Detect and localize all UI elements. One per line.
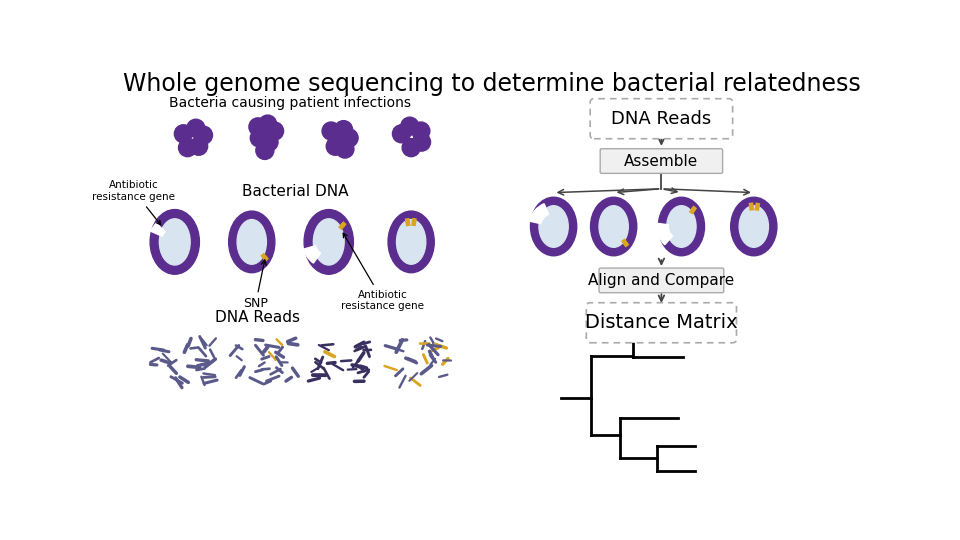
Ellipse shape — [531, 197, 577, 256]
Ellipse shape — [396, 220, 426, 264]
Text: Assemble: Assemble — [624, 153, 699, 168]
Ellipse shape — [235, 218, 268, 266]
Text: DNA Reads: DNA Reads — [215, 309, 300, 325]
FancyBboxPatch shape — [599, 268, 724, 293]
Circle shape — [400, 117, 419, 135]
Ellipse shape — [590, 197, 636, 256]
FancyBboxPatch shape — [590, 99, 732, 139]
Ellipse shape — [157, 217, 192, 267]
Circle shape — [175, 125, 192, 143]
Ellipse shape — [731, 197, 777, 256]
Text: Whole genome sequencing to determine bacterial relatedness: Whole genome sequencing to determine bac… — [123, 72, 861, 97]
Circle shape — [412, 122, 430, 140]
FancyBboxPatch shape — [587, 303, 736, 343]
Ellipse shape — [395, 218, 427, 266]
Wedge shape — [530, 204, 548, 224]
Ellipse shape — [237, 220, 266, 264]
Ellipse shape — [312, 217, 346, 267]
Text: Distance Matrix: Distance Matrix — [585, 313, 737, 332]
Circle shape — [179, 139, 197, 157]
Text: Antibiotic
resistance gene: Antibiotic resistance gene — [341, 233, 424, 311]
Ellipse shape — [228, 211, 275, 273]
Text: SNP: SNP — [243, 260, 268, 310]
Circle shape — [190, 137, 207, 156]
Ellipse shape — [159, 219, 190, 265]
Ellipse shape — [659, 197, 705, 256]
Ellipse shape — [150, 210, 200, 274]
Circle shape — [187, 119, 204, 137]
Text: DNA Reads: DNA Reads — [612, 110, 711, 127]
Text: Align and Compare: Align and Compare — [588, 273, 734, 288]
Circle shape — [322, 122, 340, 140]
Ellipse shape — [737, 204, 770, 249]
Circle shape — [393, 125, 411, 143]
Circle shape — [249, 118, 267, 136]
Circle shape — [195, 126, 212, 144]
Circle shape — [413, 133, 430, 151]
Ellipse shape — [538, 204, 570, 249]
Text: Antibiotic
resistance gene: Antibiotic resistance gene — [92, 180, 176, 225]
Circle shape — [266, 122, 283, 140]
Circle shape — [336, 140, 354, 158]
Text: Bacteria causing patient infections: Bacteria causing patient infections — [169, 96, 411, 110]
Circle shape — [260, 133, 278, 151]
Circle shape — [258, 115, 276, 133]
Ellipse shape — [304, 210, 353, 274]
FancyBboxPatch shape — [600, 148, 723, 173]
Circle shape — [251, 129, 268, 147]
Wedge shape — [657, 223, 673, 245]
Wedge shape — [303, 246, 321, 263]
Ellipse shape — [599, 206, 628, 247]
Ellipse shape — [388, 211, 434, 273]
Circle shape — [402, 139, 420, 157]
Ellipse shape — [739, 206, 768, 247]
Ellipse shape — [539, 206, 568, 247]
Ellipse shape — [597, 204, 630, 249]
Circle shape — [256, 141, 274, 159]
Ellipse shape — [313, 219, 344, 265]
Ellipse shape — [667, 206, 696, 247]
Circle shape — [326, 137, 345, 156]
Circle shape — [334, 120, 352, 139]
Ellipse shape — [665, 204, 698, 249]
Wedge shape — [151, 223, 165, 237]
Circle shape — [340, 129, 358, 147]
Text: Bacterial DNA: Bacterial DNA — [242, 184, 348, 199]
